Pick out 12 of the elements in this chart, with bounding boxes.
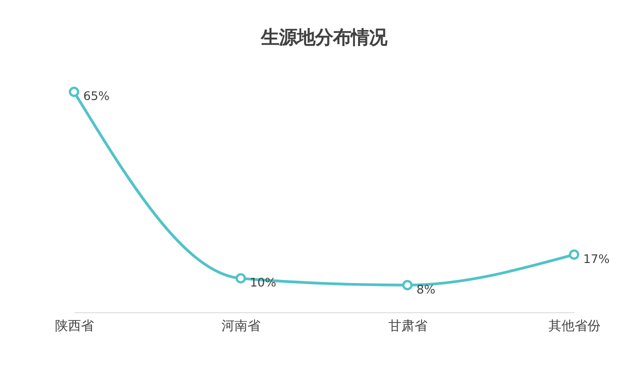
point bbox=[68, 86, 80, 98]
x-tick-label: 甘肃省 bbox=[388, 319, 428, 334]
x-tick-label: 河南省 bbox=[222, 319, 261, 334]
point bbox=[402, 280, 413, 290]
x-tick-label: 其他省份 bbox=[548, 319, 601, 334]
point bbox=[235, 273, 246, 284]
x-tick-label: 陕西省 bbox=[55, 319, 94, 334]
data-label: 8% bbox=[416, 282, 436, 296]
point bbox=[568, 249, 580, 260]
data-label: 17% bbox=[583, 252, 610, 266]
chart-title: 生源地分布情况 bbox=[260, 27, 388, 48]
data-label: 65% bbox=[83, 89, 110, 104]
